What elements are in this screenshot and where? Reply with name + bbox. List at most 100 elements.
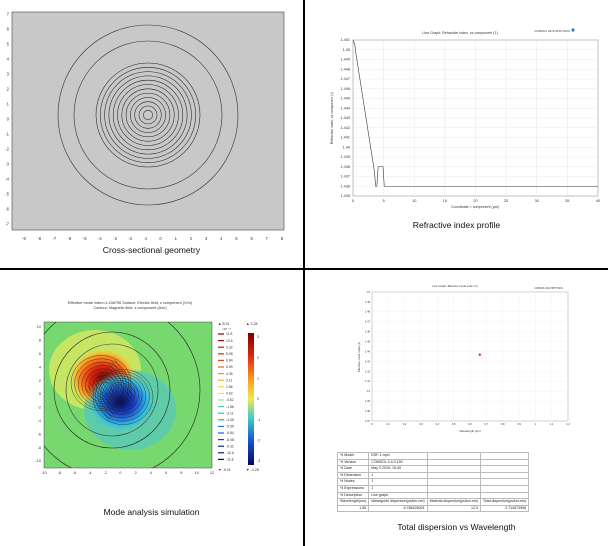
table-cell: COMSOL 4.4.0.150 [368, 458, 428, 467]
y-tick-label: 1.439 [340, 155, 350, 159]
x-tick-label: 0 [352, 199, 354, 203]
index-profile-chart: Line Graph: Refractive index, xx compone… [330, 28, 600, 209]
caption-mode: Mode analysis simulation [103, 507, 200, 517]
x-tick-label: 6 [250, 236, 253, 241]
core-ring [104, 71, 192, 159]
table-cell [426, 478, 481, 486]
x-tick-label: -2 [128, 236, 132, 241]
table-cell: Wavelength(um) [336, 498, 370, 506]
y-tick-label: -3 [5, 161, 9, 166]
core-ring [112, 79, 184, 151]
geometry-domain [11, 11, 285, 231]
table-cell: Total dispersion(ps/km-nm) [479, 498, 530, 506]
y-tick-label: 5 [7, 41, 10, 46]
x-tick-label: 1 [535, 422, 537, 426]
x-tick-label: 10 [412, 199, 416, 203]
y-tick-label: -2 [5, 146, 9, 151]
table-cell [479, 471, 530, 480]
x-tick-label: 0 [371, 422, 373, 426]
contour-level-label: -5.59 [226, 425, 234, 429]
contour-level-label: 11.8 [226, 332, 232, 336]
y-tick-label: 1.39 [365, 399, 371, 403]
contour-level-label: -6.84 [226, 431, 234, 435]
table-row: Wavelength(um) Waveguide dispersion(ps/km… [336, 498, 530, 506]
y-tick-label: 1.4 [366, 389, 370, 393]
x-tick-label: 4 [150, 471, 152, 475]
y-tick-label: 3 [7, 71, 10, 76]
core-ring [95, 62, 201, 168]
x-tick-label: -6 [73, 471, 76, 475]
y-tick-label: 1.44 [365, 349, 371, 353]
table-cell: % Date [336, 465, 370, 473]
x-tick-label: -4 [98, 236, 102, 241]
x-tick-label: 40 [596, 199, 600, 203]
contour-level-label: -0.62 [226, 398, 234, 402]
caption-index-profile: Refractive index profile [412, 220, 501, 230]
x-tick-label: 0.5 [452, 422, 456, 426]
x-tick-label: 0.4 [436, 422, 440, 426]
y-tick-label: 10 [37, 325, 41, 329]
x-tick-label: 1 [175, 236, 178, 241]
table-cell [479, 452, 530, 460]
y-tick-label: 1.49 [365, 300, 371, 304]
x-tick-label: 30 [535, 199, 539, 203]
contour-level-label: -11.8 [226, 458, 234, 462]
table-cell: -9.785426091 [368, 504, 428, 513]
surface-min: ▼ -3.28 [246, 468, 259, 472]
horizontal-divider [0, 268, 608, 270]
dispersion-x-axis-label: Wavelength (µm) [459, 429, 480, 433]
table-cell [426, 471, 481, 480]
table-cell: % Model [336, 452, 370, 460]
colorbar-tick-label: -3 [257, 459, 260, 463]
geometry-plot: -9 -8 -7 -6 -5 -4 -3 -2 -1 0 1 2 3 4 5 6 7 8 7 6 5 4 3 2 1 0 -1 -2… [5, 11, 285, 241]
x-tick-label: 0.6 [468, 422, 472, 426]
colorbar-tick-label: -1 [257, 418, 260, 422]
y-tick-label: 1.44 [343, 145, 350, 149]
colorbar-tick-label: 2 [257, 356, 259, 360]
x-tick-label: 1.2 [566, 422, 570, 426]
x-tick-label: 35 [565, 199, 569, 203]
x-tick-label: 0.2 [403, 422, 407, 426]
dispersion-x-ticks: 0 0.1 0.2 0.3 0.4 0.5 0.6 0.7 0.8 0.9 1 1.1 1.2 [371, 422, 570, 426]
colorbar-tick-label: 3 [257, 335, 259, 339]
y-tick-label: 1.41 [365, 379, 371, 383]
x-tick-label: -6 [68, 236, 72, 241]
y-tick-label: -4 [38, 419, 41, 423]
table-row: % Date May 3 2015, 15:49 [336, 465, 530, 473]
y-tick-label: -1 [5, 131, 9, 136]
x-tick-label: 25 [504, 199, 508, 203]
contour-level-label: 0.62 [226, 392, 233, 396]
index-chart-title: Line Graph: Refractive index, xx compone… [422, 31, 497, 35]
y-tick-label: 1.48 [365, 310, 371, 314]
contour-min: ▼ -9.01 [218, 468, 231, 472]
geometry-x-ticks: -9 -8 -7 -6 -5 -4 -3 -2 -1 0 1 2 3 4 5 6 7 8 [22, 236, 284, 241]
x-tick-label: 2 [135, 471, 137, 475]
y-tick-label: 1.441 [340, 136, 350, 140]
table-row: % Model DSF-1.mph [336, 452, 530, 460]
core-ring [121, 88, 175, 142]
x-tick-label: 1.1 [550, 422, 554, 426]
table-cell: May 3 2015, 15:49 [368, 465, 428, 473]
surface-colorbar [248, 333, 254, 465]
table-cell [426, 458, 481, 467]
table-cell: 1 [368, 471, 428, 480]
table-cell: 2.714573908 [479, 504, 530, 513]
colorbar-tick-label: -2 [257, 439, 260, 443]
core-ring [117, 84, 179, 146]
y-tick-label: 1.46 [365, 330, 371, 334]
y-tick-label: -6 [5, 206, 9, 211]
y-tick-label: 1.445 [340, 97, 350, 101]
core-ring [143, 110, 153, 120]
colorbar-tick-label: 1 [257, 377, 259, 381]
x-tick-label: 2 [190, 236, 193, 241]
y-tick-label: 1.438 [340, 165, 350, 169]
caption-dispersion: Total dispersion vs Wavelength [397, 522, 516, 532]
table-cell: 1 [368, 484, 428, 493]
x-tick-label: 0.7 [485, 422, 489, 426]
geometry-y-ticks: 7 6 5 4 3 2 1 0 -1 -2 -3 -4 -5 -6 -7 [5, 11, 9, 226]
y-tick-label: 1.45 [343, 48, 350, 52]
y-tick-label: 1.43 [365, 359, 371, 363]
table-cell [426, 484, 481, 493]
contour-level-label: 8.08 [226, 352, 233, 356]
y-tick-label: -7 [5, 221, 9, 226]
